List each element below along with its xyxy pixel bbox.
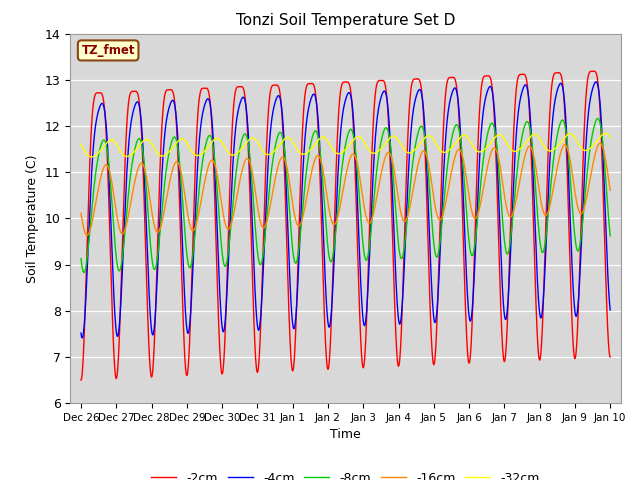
-8cm [464, 228, 472, 234]
-2cm [464, 354, 472, 360]
-2cm [435, 268, 442, 274]
-16cm [596, 140, 604, 146]
-4cm [326, 324, 333, 329]
-16cm [326, 210, 333, 216]
Line: -8cm: -8cm [81, 119, 610, 273]
-16cm [606, 187, 614, 193]
Line: -4cm: -4cm [81, 82, 610, 338]
-2cm [326, 354, 333, 360]
-8cm [594, 116, 602, 121]
-16cm [172, 159, 180, 165]
-32cm [326, 141, 333, 147]
-32cm [602, 131, 609, 136]
-4cm [606, 302, 614, 308]
-2cm [590, 68, 598, 74]
-2cm [606, 352, 614, 358]
-8cm [606, 228, 614, 234]
Y-axis label: Soil Temperature (C): Soil Temperature (C) [26, 154, 39, 283]
Legend: -2cm, -4cm, -8cm, -16cm, -32cm: -2cm, -4cm, -8cm, -16cm, -32cm [147, 467, 545, 480]
Text: TZ_fmet: TZ_fmet [81, 44, 135, 57]
-16cm [494, 153, 502, 159]
-8cm [77, 256, 85, 262]
-8cm [172, 137, 180, 143]
-4cm [464, 302, 472, 308]
-32cm [606, 134, 614, 140]
-4cm [172, 113, 180, 119]
-16cm [606, 184, 614, 190]
-32cm [464, 135, 472, 141]
Line: -16cm: -16cm [81, 143, 610, 235]
-4cm [435, 278, 443, 284]
-8cm [606, 233, 614, 239]
Line: -2cm: -2cm [81, 71, 610, 380]
-16cm [464, 187, 472, 192]
-8cm [494, 157, 502, 163]
-4cm [592, 79, 600, 84]
-2cm [494, 215, 502, 220]
-32cm [494, 132, 502, 138]
-32cm [435, 145, 443, 151]
Title: Tonzi Soil Temperature Set D: Tonzi Soil Temperature Set D [236, 13, 455, 28]
-4cm [77, 330, 85, 336]
-8cm [326, 256, 333, 262]
-8cm [80, 270, 88, 276]
X-axis label: Time: Time [330, 429, 361, 442]
-8cm [435, 248, 443, 254]
-16cm [77, 210, 85, 216]
-32cm [172, 140, 180, 146]
-2cm [77, 377, 85, 383]
-2cm [172, 116, 180, 122]
-4cm [494, 180, 502, 186]
-16cm [435, 216, 443, 222]
-32cm [606, 134, 614, 140]
-4cm [606, 307, 614, 313]
-32cm [77, 142, 85, 147]
-32cm [88, 154, 95, 160]
-4cm [78, 335, 86, 341]
Line: -32cm: -32cm [81, 133, 610, 157]
-2cm [606, 354, 614, 360]
-16cm [83, 232, 91, 238]
